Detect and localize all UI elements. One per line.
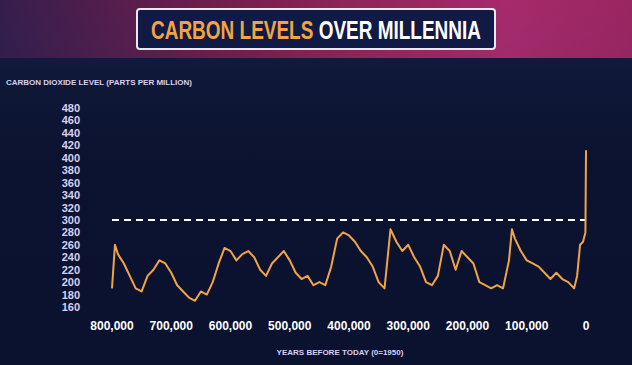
x-tick-label: 0	[583, 319, 590, 333]
x-axis-label: YEARS BEFORE TODAY (0=1950)	[277, 348, 404, 357]
x-tick-label: 300,000	[387, 319, 431, 333]
title-box: CARBON LEVELS OVER MILLENNIA	[137, 9, 495, 49]
x-tick-label: 400,000	[327, 319, 371, 333]
y-ticks: 1601802002202402602803003203403603804004…	[62, 102, 80, 313]
y-tick-label: 200	[62, 276, 80, 288]
x-tick-label: 200,000	[446, 319, 490, 333]
x-tick-label: 100,000	[505, 319, 549, 333]
y-tick-label: 400	[62, 152, 80, 164]
y-tick-label: 460	[62, 114, 80, 126]
plot-area	[112, 150, 586, 300]
x-tick-label: 600,000	[209, 319, 253, 333]
co2-line	[112, 150, 586, 300]
x-ticks: 800,000 700,000 600,000 500,000 400,000 300,0…	[90, 319, 589, 333]
title-word: CARBON	[151, 15, 234, 45]
threshold-line	[112, 219, 586, 221]
y-tick-label: 260	[62, 239, 80, 251]
y-tick-label: 380	[62, 164, 80, 176]
y-tick-label: 320	[62, 202, 80, 214]
x-tick-label: 800,000	[90, 319, 134, 333]
title-word: LEVELS	[234, 15, 313, 45]
y-tick-label: 440	[62, 127, 80, 139]
y-tick-label: 240	[62, 251, 80, 263]
x-tick-label: 500,000	[268, 319, 312, 333]
y-tick-label: 220	[62, 264, 80, 276]
chart: CARBON LEVELS OVER MILLENNIA CARBON DIOXI…	[0, 0, 632, 365]
title-word: MILLENNIA	[372, 15, 481, 45]
y-tick-label: 420	[62, 139, 80, 151]
y-tick-label: 160	[62, 301, 80, 313]
y-tick-label: 280	[62, 226, 80, 238]
y-tick-label: 340	[62, 189, 80, 201]
title: CARBON LEVELS OVER MILLENNIA	[151, 15, 481, 45]
y-tick-label: 180	[62, 289, 80, 301]
y-tick-label: 300	[62, 214, 80, 226]
title-frame	[137, 9, 495, 49]
y-tick-label: 480	[62, 102, 80, 114]
y-tick-label: 360	[62, 177, 80, 189]
title-word: OVER	[313, 15, 372, 45]
stage: CARBON LEVELS OVER MILLENNIA CARBON DIOXI…	[0, 0, 632, 365]
x-tick-label: 700,000	[150, 319, 194, 333]
y-axis-label: CARBON DIOXIDE LEVEL (PARTS PER MILLION)	[6, 78, 192, 87]
